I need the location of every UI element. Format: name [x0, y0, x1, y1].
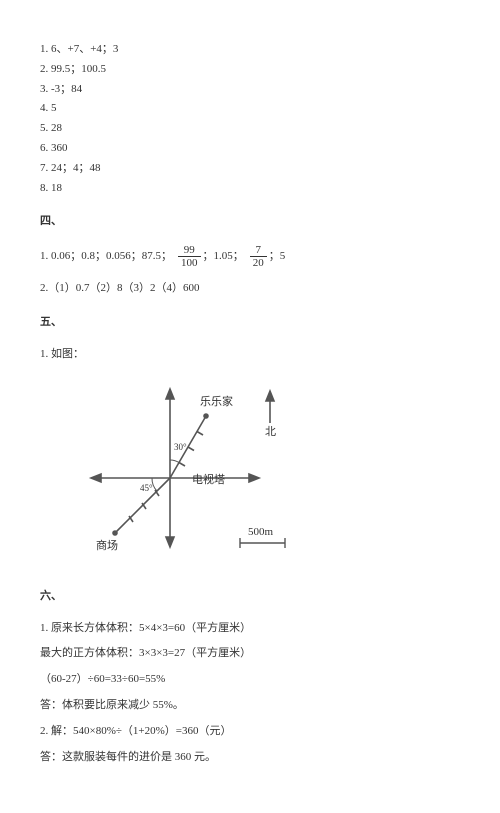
section-6-p4: 答：体积要比原来减少 55%。 [40, 696, 460, 716]
fraction-numerator: 7 [250, 244, 267, 257]
label-north: 北 [265, 425, 276, 438]
answer-line: 4. 5 [40, 99, 460, 119]
answers-list: 1. 6、+7、+4；3 2. 99.5；100.5 3. -3；84 4. 5… [40, 40, 460, 198]
label-mall: 商场 [96, 538, 118, 552]
section-4-heading: 四、 [40, 212, 460, 232]
text-fragment: ；1.05； [203, 247, 244, 267]
section-6-p6: 答：这款服装每件的进价是 360 元。 [40, 748, 460, 768]
diagram-svg: 乐乐家 北 电视塔 商场 30° 45° 500m [80, 383, 320, 573]
fraction-denominator: 20 [250, 257, 267, 269]
answer-line: 5. 28 [40, 119, 460, 139]
text-fragment: ；5 [269, 247, 286, 267]
section-4-q2: 2.（1）0.7（2）8（3）2（4）600 [40, 279, 460, 299]
section-6-p1: 1. 原来长方体体积：5×4×3=60（平方厘米） [40, 619, 460, 639]
label-lele: 乐乐家 [200, 394, 233, 408]
section-5-heading: 五、 [40, 313, 460, 333]
fraction-99-100: 99 100 [178, 244, 201, 269]
section-4-q1: 1. 0.06；0.8；0.056；87.5； 99 100 ；1.05； 7 … [40, 244, 460, 269]
label-angle-30: 30° [174, 442, 187, 452]
fraction-7-20: 7 20 [250, 244, 267, 269]
section-6-p2: 最大的正方体体积：3×3×3=27（平方厘米） [40, 644, 460, 664]
fraction-numerator: 99 [178, 244, 201, 257]
section-6-p5: 2. 解：540×80%÷（1+20%）=360（元） [40, 722, 460, 742]
answer-line: 6. 360 [40, 139, 460, 159]
section-5-intro: 1. 如图： [40, 345, 460, 365]
direction-diagram: 乐乐家 北 电视塔 商场 30° 45° 500m [80, 383, 460, 573]
answer-line: 7. 24；4；48 [40, 159, 460, 179]
answer-line: 8. 18 [40, 179, 460, 199]
text-fragment: 1. 0.06；0.8；0.056；87.5； [40, 247, 172, 267]
answer-line: 3. -3；84 [40, 80, 460, 100]
label-tower: 电视塔 [192, 472, 225, 486]
fraction-denominator: 100 [178, 257, 201, 269]
answer-line: 2. 99.5；100.5 [40, 60, 460, 80]
label-angle-45: 45° [140, 483, 153, 493]
section-6-p3: （60-27）÷60=33÷60=55% [40, 670, 460, 690]
section-6-heading: 六、 [40, 587, 460, 607]
label-scale: 500m [248, 526, 274, 538]
answer-line: 1. 6、+7、+4；3 [40, 40, 460, 60]
